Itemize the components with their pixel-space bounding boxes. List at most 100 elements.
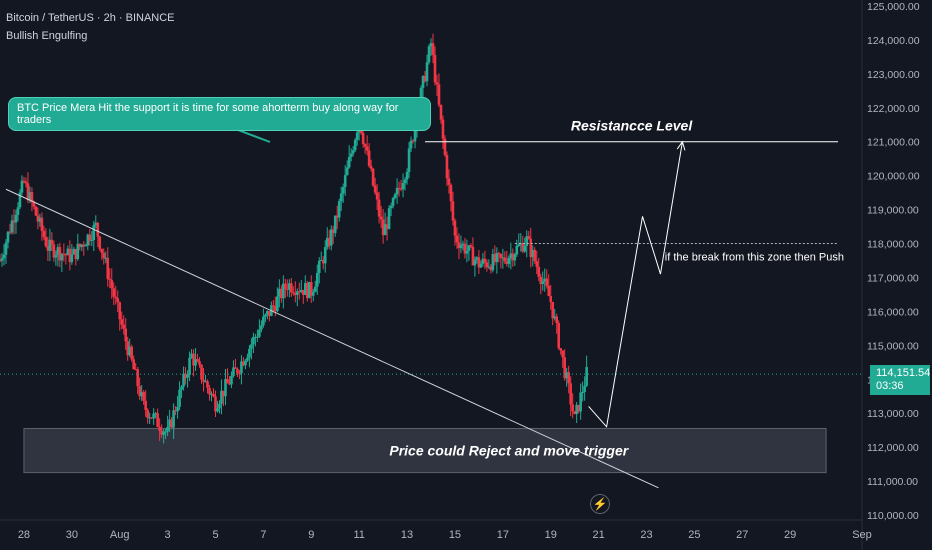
candle-body: [202, 379, 205, 382]
candle-body: [240, 361, 243, 374]
candle-body: [4, 242, 8, 255]
lightning-icon[interactable]: ⚡: [590, 494, 610, 514]
candle-body: [395, 187, 399, 195]
candle-body: [329, 229, 333, 246]
price-tick-label: 125,000.00: [867, 1, 920, 13]
candle-body: [288, 283, 291, 290]
candle-body: [561, 350, 564, 358]
candle-body: [192, 353, 195, 366]
candle-body: [413, 126, 417, 142]
candle-body: [40, 217, 44, 231]
candle-body: [567, 372, 570, 384]
candle-body: [44, 237, 48, 247]
candle-body: [353, 139, 357, 151]
time-tick-label: 17: [497, 529, 509, 541]
candle-body: [66, 248, 70, 256]
candle-body: [62, 253, 66, 255]
price-tick-label: 123,000.00: [867, 69, 920, 81]
candle-body: [46, 246, 50, 251]
candle-body: [214, 396, 217, 412]
candle-body: [148, 417, 151, 419]
candle-body: [258, 329, 261, 337]
price-tick-label: 110,000.00: [867, 510, 919, 522]
candle-body: [571, 404, 574, 412]
candle-body: [577, 404, 580, 412]
candle-body: [134, 369, 137, 371]
candle-body: [549, 295, 553, 302]
candle-body: [144, 400, 147, 411]
candle-body: [226, 379, 229, 384]
candle-body: [8, 231, 12, 233]
candle-body: [489, 266, 493, 271]
candle-body: [70, 254, 74, 263]
candle-body: [389, 205, 393, 209]
candle-body: [471, 246, 475, 266]
candle-body: [204, 381, 207, 383]
candle-body: [315, 272, 319, 287]
indicator-name[interactable]: Bullish Engulfing: [6, 30, 88, 42]
candle-body: [96, 222, 100, 237]
candle-body: [18, 192, 22, 208]
candle-body: [331, 229, 335, 234]
price-axis[interactable]: 110,000.00 111,000.00 112,000.00 113,000.00…: [867, 1, 920, 522]
projection-path[interactable]: [588, 141, 683, 428]
candle-body: [222, 390, 225, 397]
candle-body: [341, 187, 345, 194]
price-tick-label: 124,000.00: [867, 35, 920, 47]
candle-body: [182, 373, 185, 387]
candle-body: [445, 154, 449, 179]
time-tick-label: 23: [640, 529, 652, 541]
symbol-title[interactable]: Bitcoin / TetherUS · 2h · BINANCE: [6, 12, 175, 24]
candle-body: [305, 283, 309, 299]
candle-body: [126, 341, 130, 356]
support-zone[interactable]: [23, 427, 827, 474]
candle-body: [20, 180, 24, 193]
candle-body: [323, 247, 327, 264]
candle-body: [559, 348, 562, 351]
candle-body: [339, 193, 343, 202]
candle-body: [313, 286, 317, 292]
candle-body: [517, 244, 521, 246]
candle-body: [216, 408, 219, 412]
candle-body: [583, 385, 586, 392]
candle-body: [236, 368, 239, 374]
candle-body: [104, 257, 108, 259]
candle-body: [393, 194, 397, 198]
price-tick-label: 121,000.00: [867, 137, 920, 149]
candle-body: [491, 254, 495, 271]
time-tick-label: 13: [401, 529, 413, 541]
candle-body: [411, 140, 415, 142]
candle-body: [172, 410, 175, 428]
candle-body: [128, 346, 131, 356]
candle-body: [427, 46, 431, 63]
candle-body: [60, 253, 64, 261]
candle-body: [483, 258, 487, 263]
candle-body: [166, 426, 169, 432]
candle-body: [142, 392, 145, 401]
callout-note[interactable]: BTC Price Mera Hit the support it is tim…: [8, 97, 431, 131]
candle-body: [431, 43, 435, 55]
price-tick-label: 116,000.00: [867, 306, 919, 318]
time-tick-label: 28: [18, 529, 30, 541]
price-tick-label: 122,000.00: [867, 103, 920, 115]
candle-body: [541, 281, 545, 284]
price-tick-label: 115,000.00: [867, 340, 919, 352]
candle-body: [58, 247, 62, 261]
candle-body: [459, 245, 463, 249]
candle-body: [409, 140, 413, 149]
candle-body: [150, 417, 153, 419]
candle-body: [64, 254, 68, 256]
trendline[interactable]: [5, 188, 659, 489]
time-axis[interactable]: 28 30 Aug 3 5 7 9 11 13 15 17 19 21 23 25 27 29 Sep: [18, 529, 872, 541]
candle-body: [555, 316, 559, 324]
candle-body: [307, 282, 311, 299]
candle-body: [28, 192, 32, 201]
candle-body: [379, 216, 383, 220]
candle-body: [371, 168, 375, 186]
candle-body: [505, 261, 509, 264]
candle-body: [309, 282, 313, 296]
candle-body: [499, 254, 503, 258]
candle-body: [443, 138, 447, 155]
candle-body: [152, 413, 155, 419]
